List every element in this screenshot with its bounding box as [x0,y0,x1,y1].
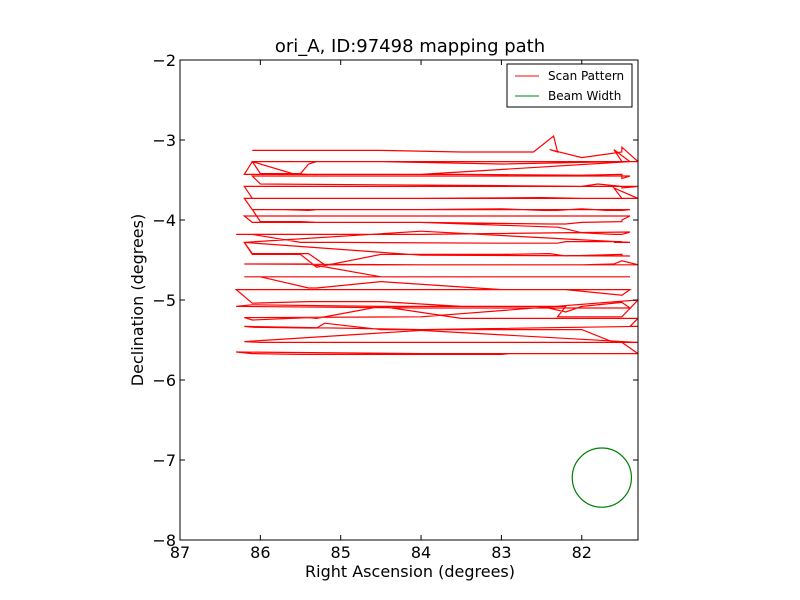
legend: Scan Pattern Beam Width [506,63,633,108]
y-tick-label: −2 [152,51,176,70]
x-tick-label: 83 [491,543,511,562]
y-axis-label: Declination (degrees) [128,214,147,386]
legend-box [506,63,633,108]
y-tick-label: −3 [152,131,176,150]
chart-title: ori_A, ID:97498 mapping path [275,36,545,57]
axis-ticks: 87 86 85 84 83 82 −2 −3 −4 −5 −6 −7 −8 [152,51,638,562]
legend-beam-width-label: Beam Width [548,89,621,103]
plot-area [179,59,639,541]
x-tick-label: 84 [411,543,431,562]
legend-scan-pattern-label: Scan Pattern [548,69,624,83]
x-tick-label: 82 [572,543,592,562]
x-tick-label: 85 [331,543,351,562]
beam-width-circle [571,447,633,508]
scan-pattern-line [234,134,638,355]
x-tick-label: 86 [250,543,270,562]
y-tick-label: −8 [152,531,176,550]
y-tick-label: −7 [152,451,176,470]
x-tick-label: 87 [170,543,190,562]
y-tick-label: −5 [152,291,176,310]
x-axis-label: Right Ascension (degrees) [305,562,515,581]
y-tick-label: −4 [152,211,176,230]
y-tick-label: −6 [152,371,176,390]
